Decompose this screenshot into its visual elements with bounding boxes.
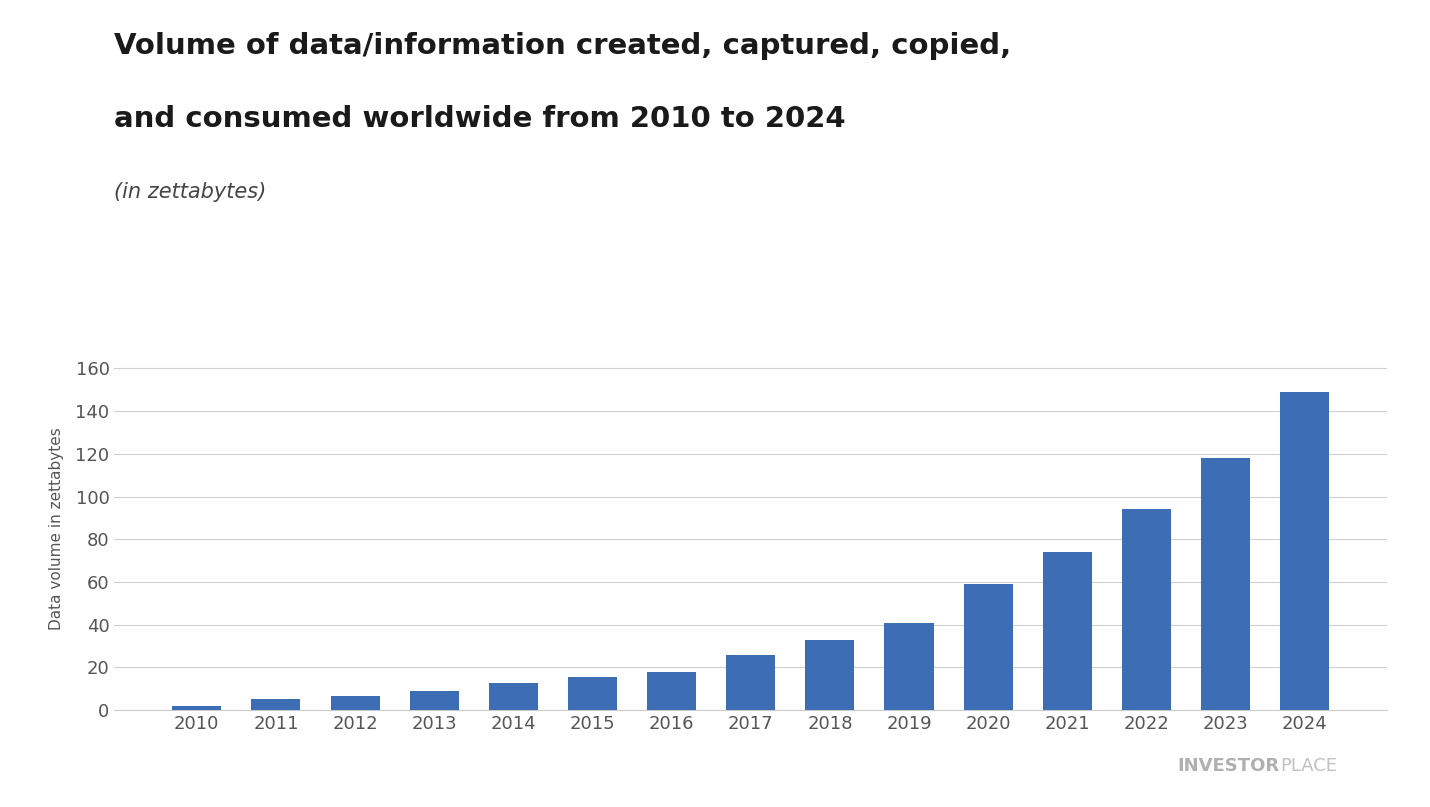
Bar — [409, 691, 459, 710]
Bar — [1042, 552, 1093, 710]
Bar — [330, 696, 379, 710]
Text: PLACE: PLACE — [1280, 757, 1337, 775]
Bar — [172, 706, 222, 710]
Bar — [1280, 392, 1330, 710]
Text: and consumed worldwide from 2010 to 2024: and consumed worldwide from 2010 to 2024 — [114, 105, 847, 133]
Bar — [568, 677, 616, 710]
Text: (in zettabytes): (in zettabytes) — [114, 182, 266, 202]
Bar — [726, 654, 775, 710]
Bar — [1123, 509, 1171, 710]
Text: Volume of data/information created, captured, copied,: Volume of data/information created, capt… — [114, 32, 1011, 61]
Text: INVESTOR: INVESTOR — [1178, 757, 1280, 775]
Bar — [648, 671, 696, 710]
Y-axis label: Data volume in zettabytes: Data volume in zettabytes — [49, 427, 64, 630]
Bar — [252, 700, 300, 710]
Bar — [885, 622, 934, 710]
Bar — [1201, 458, 1250, 710]
Bar — [489, 684, 538, 710]
Bar — [964, 584, 1012, 710]
Bar — [805, 640, 854, 710]
